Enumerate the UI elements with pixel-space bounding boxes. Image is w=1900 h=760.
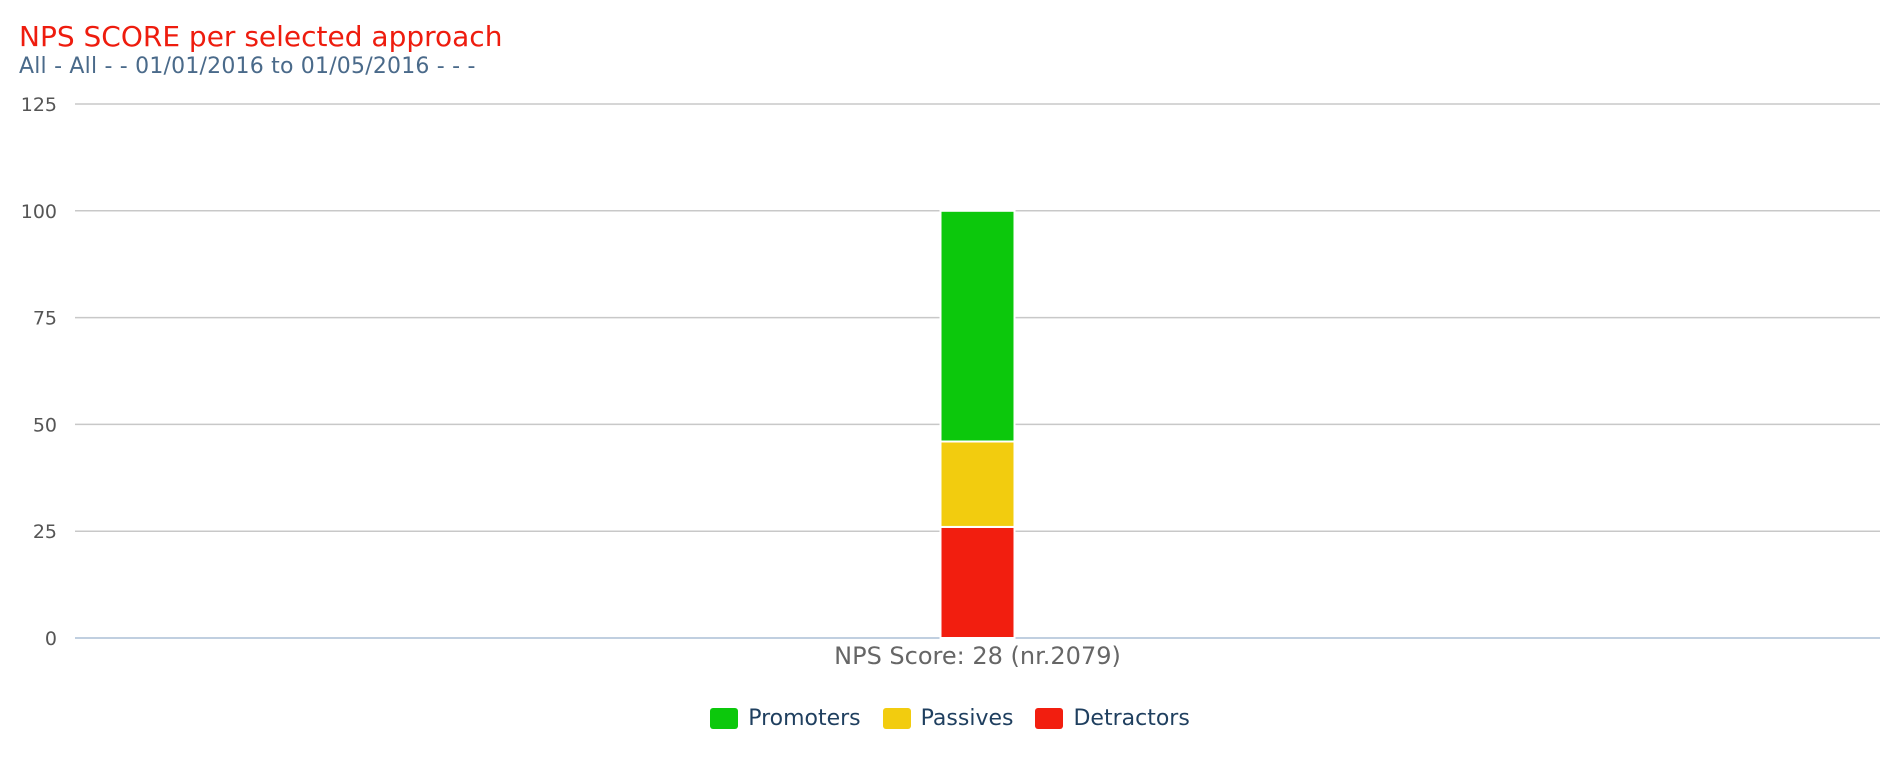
y-tick-label: 75: [33, 308, 57, 330]
legend-swatch: [1035, 708, 1064, 729]
legend-label: Detractors: [1073, 706, 1190, 731]
x-category-label: NPS Score: 28 (nr.2079): [834, 642, 1121, 670]
legend-swatch: [710, 708, 739, 729]
legend-label: Promoters: [748, 706, 861, 731]
legend: Promoters Passives Detractors: [0, 706, 1900, 731]
bar-promoters[interactable]: [939, 209, 1016, 443]
legend-item-passives[interactable]: Passives: [882, 706, 1014, 731]
legend-label: Passives: [920, 706, 1014, 731]
bar-detractors[interactable]: [939, 525, 1016, 639]
legend-item-promoters[interactable]: Promoters: [710, 706, 861, 731]
x-axis: NPS Score: 28 (nr.2079): [834, 642, 1121, 670]
legend-swatch: [882, 708, 911, 729]
bar-stack: [939, 209, 1016, 639]
y-tick-label: 125: [21, 94, 57, 116]
bar-passives[interactable]: [939, 440, 1016, 528]
y-tick-label: 100: [21, 201, 57, 223]
y-axis-tick-labels: 0 25 50 75 100 125: [21, 94, 57, 650]
y-tick-label: 50: [33, 414, 57, 436]
chart-subtitle: All - All - - 01/01/2016 to 01/05/2016 -…: [19, 54, 476, 79]
legend-item-detractors[interactable]: Detractors: [1035, 706, 1190, 731]
nps-stacked-bar-chart: 0 25 50 75 100 125 NPS Score: 28 (nr.2079): [21, 94, 1880, 670]
chart-title: NPS SCORE per selected approach: [19, 20, 503, 53]
y-tick-label: 0: [45, 628, 57, 650]
y-tick-label: 25: [33, 521, 57, 543]
